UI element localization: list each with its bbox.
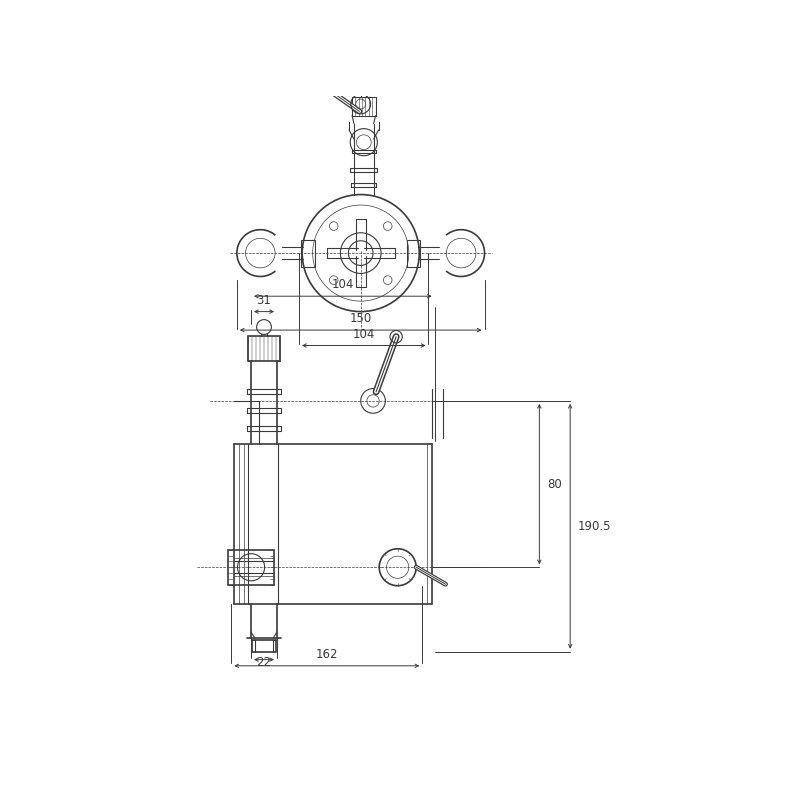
- Text: 31: 31: [257, 294, 271, 306]
- Text: 80: 80: [546, 478, 562, 490]
- Text: 190.5: 190.5: [578, 520, 611, 533]
- FancyBboxPatch shape: [248, 336, 280, 361]
- FancyBboxPatch shape: [301, 239, 314, 266]
- Text: 162: 162: [315, 648, 338, 661]
- FancyBboxPatch shape: [352, 98, 375, 116]
- Text: 22: 22: [257, 656, 271, 669]
- FancyBboxPatch shape: [407, 239, 421, 266]
- FancyBboxPatch shape: [228, 550, 274, 585]
- Text: 104: 104: [353, 327, 375, 341]
- Text: 150: 150: [350, 312, 372, 325]
- FancyBboxPatch shape: [252, 640, 276, 652]
- Text: 104: 104: [332, 278, 354, 291]
